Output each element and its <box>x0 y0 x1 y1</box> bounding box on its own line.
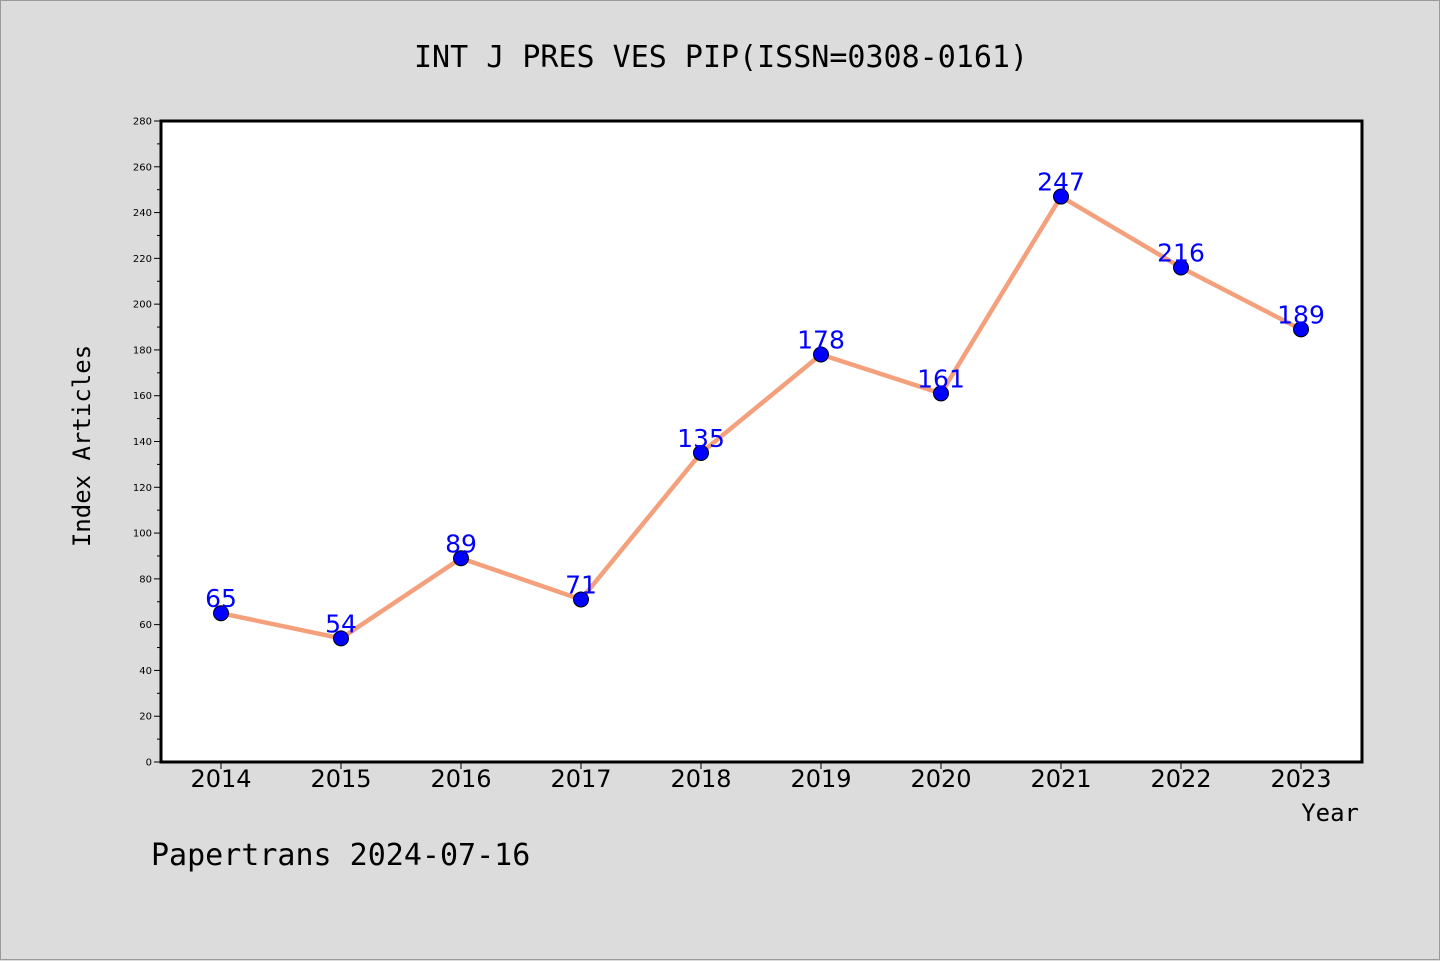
data-point <box>1293 321 1309 338</box>
plot-area <box>161 121 1362 762</box>
data-label: 54 <box>325 609 357 638</box>
y-tick-label: 140 <box>133 437 152 448</box>
data-point <box>333 630 349 647</box>
data-label: 216 <box>1157 239 1205 268</box>
x-tick-label: 2021 <box>1030 765 1091 793</box>
data-label: 247 <box>1037 168 1085 197</box>
data-point <box>693 444 709 461</box>
data-label: 189 <box>1277 300 1325 329</box>
data-point <box>1173 259 1189 276</box>
data-point <box>933 385 949 402</box>
x-tick-label: 2015 <box>310 765 371 793</box>
y-tick-label: 60 <box>139 620 152 631</box>
x-tick-label: 2020 <box>910 765 971 793</box>
y-tick-label: 220 <box>133 254 152 265</box>
y-tick-label: 260 <box>133 162 152 173</box>
y-tick-label: 0 <box>146 758 152 769</box>
x-tick-label: 2023 <box>1270 765 1331 793</box>
y-tick-label: 200 <box>133 300 152 311</box>
data-label: 178 <box>797 326 845 355</box>
y-tick-label: 80 <box>139 574 152 585</box>
y-tick-label: 180 <box>133 345 152 356</box>
data-point <box>1053 188 1069 205</box>
series-line <box>218 194 1304 641</box>
series <box>213 188 1309 647</box>
data-label: 89 <box>445 529 477 558</box>
x-tick-label: 2022 <box>1150 765 1211 793</box>
x-tick-label: 2016 <box>430 765 491 793</box>
plot-border <box>159 119 1364 764</box>
x-axis-label: Year <box>1301 799 1359 827</box>
data-point <box>573 591 589 608</box>
chart-title: INT J PRES VES PIP(ISSN=0308-0161) <box>414 40 1028 75</box>
y-tick-label: 40 <box>139 666 152 677</box>
data-labels: 65 54 89 71 135 178 161 247 216 189 <box>205 168 1325 639</box>
data-point <box>213 605 229 622</box>
y-axis-label: Index Articles <box>68 345 96 547</box>
y-tick-label: 120 <box>133 483 152 494</box>
x-tick-label: 2017 <box>550 765 611 793</box>
footer-text: Papertrans 2024-07-16 <box>151 838 530 873</box>
data-label: 71 <box>565 570 597 599</box>
x-tick-label: 2018 <box>670 765 731 793</box>
y-tick-label: 100 <box>133 529 152 540</box>
axis-ticks: 0 20 40 60 80 100 120 140 160 180 200 220 240 260 280 2… <box>133 117 1332 794</box>
x-tick-label: 2014 <box>190 765 251 793</box>
data-label: 161 <box>917 364 965 393</box>
y-tick-label: 280 <box>133 117 152 128</box>
x-tick-label: 2019 <box>790 765 851 793</box>
data-point <box>453 550 469 567</box>
y-tick-label: 240 <box>133 208 152 219</box>
y-tick-label: 160 <box>133 391 152 402</box>
data-label: 135 <box>677 424 725 453</box>
y-tick-label: 20 <box>139 712 152 723</box>
data-point <box>813 346 829 363</box>
data-label: 65 <box>205 584 237 613</box>
